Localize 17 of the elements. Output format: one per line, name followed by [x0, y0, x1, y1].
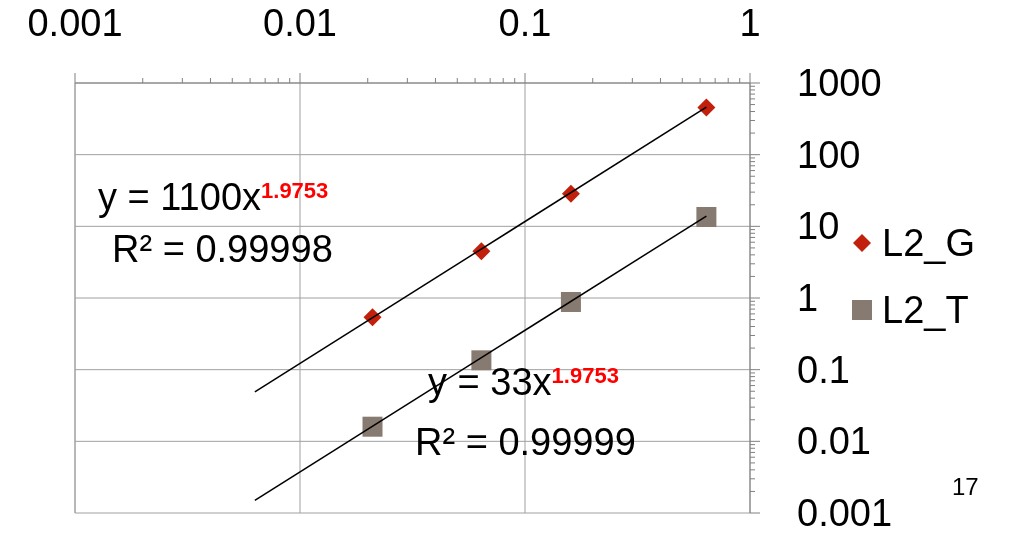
annotation: R² = 0.99998 — [112, 228, 333, 270]
x-tick-label: 1 — [739, 2, 761, 44]
legend-label: L2_T — [882, 289, 969, 331]
y-tick-label: 0.001 — [797, 492, 893, 533]
y-tick-label: 1000 — [797, 62, 882, 104]
annotation: y = 1100x$^{1.9753}$ — [98, 176, 329, 218]
x-tick-label: 0.1 — [498, 2, 552, 44]
annotation: R² = 0.99999 — [415, 421, 636, 463]
y-tick-label: 10 — [797, 205, 840, 248]
y-tick-label: 0.01 — [797, 420, 871, 463]
x-tick-label: 0.01 — [263, 2, 337, 44]
y-tick-label: 0.1 — [797, 348, 850, 391]
y-tick-label: 100 — [797, 133, 861, 176]
text: 17 — [952, 473, 979, 500]
y-tick-label: 1 — [797, 277, 819, 319]
legend-label: L2_G — [882, 222, 975, 264]
x-tick-label: 0.001 — [27, 2, 123, 44]
